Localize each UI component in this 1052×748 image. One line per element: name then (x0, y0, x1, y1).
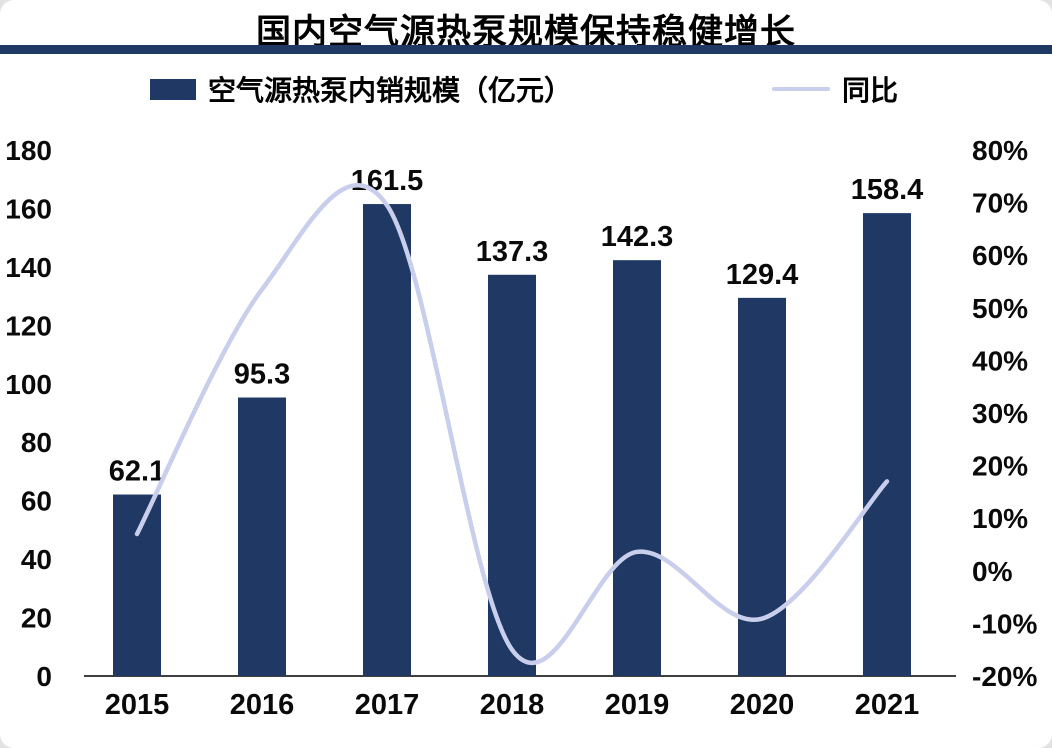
legend: 空气源热泵内销规模（亿元） 同比 (0, 72, 1052, 106)
left-axis-tick: 180 (5, 135, 52, 166)
bar-value-label: 95.3 (234, 359, 290, 391)
bar-2019 (613, 260, 661, 676)
left-axis-tick: 0 (36, 661, 52, 692)
left-axis-tick: 80 (21, 427, 52, 458)
bar-value-label: 158.4 (851, 174, 924, 206)
left-axis-tick: 100 (5, 369, 52, 400)
legend-item-bar-series: 空气源热泵内销规模（亿元） (150, 72, 572, 106)
title-divider (0, 45, 1052, 54)
left-axis-tick: 120 (5, 310, 52, 341)
right-axis-tick: 80% (972, 135, 1028, 166)
bar-value-label: 62.1 (109, 456, 165, 488)
x-axis-label: 2019 (605, 689, 670, 721)
right-axis-tick: 20% (972, 451, 1028, 482)
x-axis-label: 2015 (105, 689, 170, 721)
legend-item-line-series: 同比 (772, 72, 898, 106)
right-axis-tick: -20% (972, 661, 1037, 692)
x-axis-label: 2017 (355, 689, 420, 721)
right-axis-tick: 40% (972, 345, 1028, 376)
right-axis-tick: 50% (972, 293, 1028, 324)
bar-2017 (363, 204, 411, 677)
right-axis-tick: 60% (972, 240, 1028, 271)
yoy-line (134, 183, 890, 666)
x-axis-label: 2021 (855, 689, 920, 721)
left-axis-tick: 140 (5, 252, 52, 283)
right-axis-tick: 10% (972, 503, 1028, 534)
bar-value-label: 142.3 (601, 221, 674, 253)
right-axis-tick: -10% (972, 608, 1037, 639)
x-axis-label: 2020 (730, 689, 795, 721)
bar-2016 (238, 397, 286, 676)
bar-value-label: 137.3 (476, 236, 549, 268)
bar-series-label: 空气源热泵内销规模（亿元） (208, 75, 573, 106)
left-axis-tick: 160 (5, 193, 52, 224)
bar-2015 (113, 494, 161, 676)
bar-value-label: 129.4 (726, 259, 799, 291)
right-axis-tick: 70% (972, 188, 1028, 219)
bar-series-swatch (150, 78, 196, 100)
left-axis-tick: 60 (21, 486, 52, 517)
right-axis-tick: 0% (972, 556, 1013, 587)
x-axis-label: 2018 (480, 689, 545, 721)
left-axis-tick: 40 (21, 544, 52, 575)
bar-value-label: 161.5 (351, 165, 424, 197)
bar-2021 (863, 213, 911, 676)
line-series-label: 同比 (842, 75, 899, 106)
line-series-swatch (772, 87, 830, 91)
x-axis-label: 2016 (230, 689, 295, 721)
right-axis-tick: 30% (972, 398, 1028, 429)
left-axis-tick: 20 (21, 603, 52, 634)
